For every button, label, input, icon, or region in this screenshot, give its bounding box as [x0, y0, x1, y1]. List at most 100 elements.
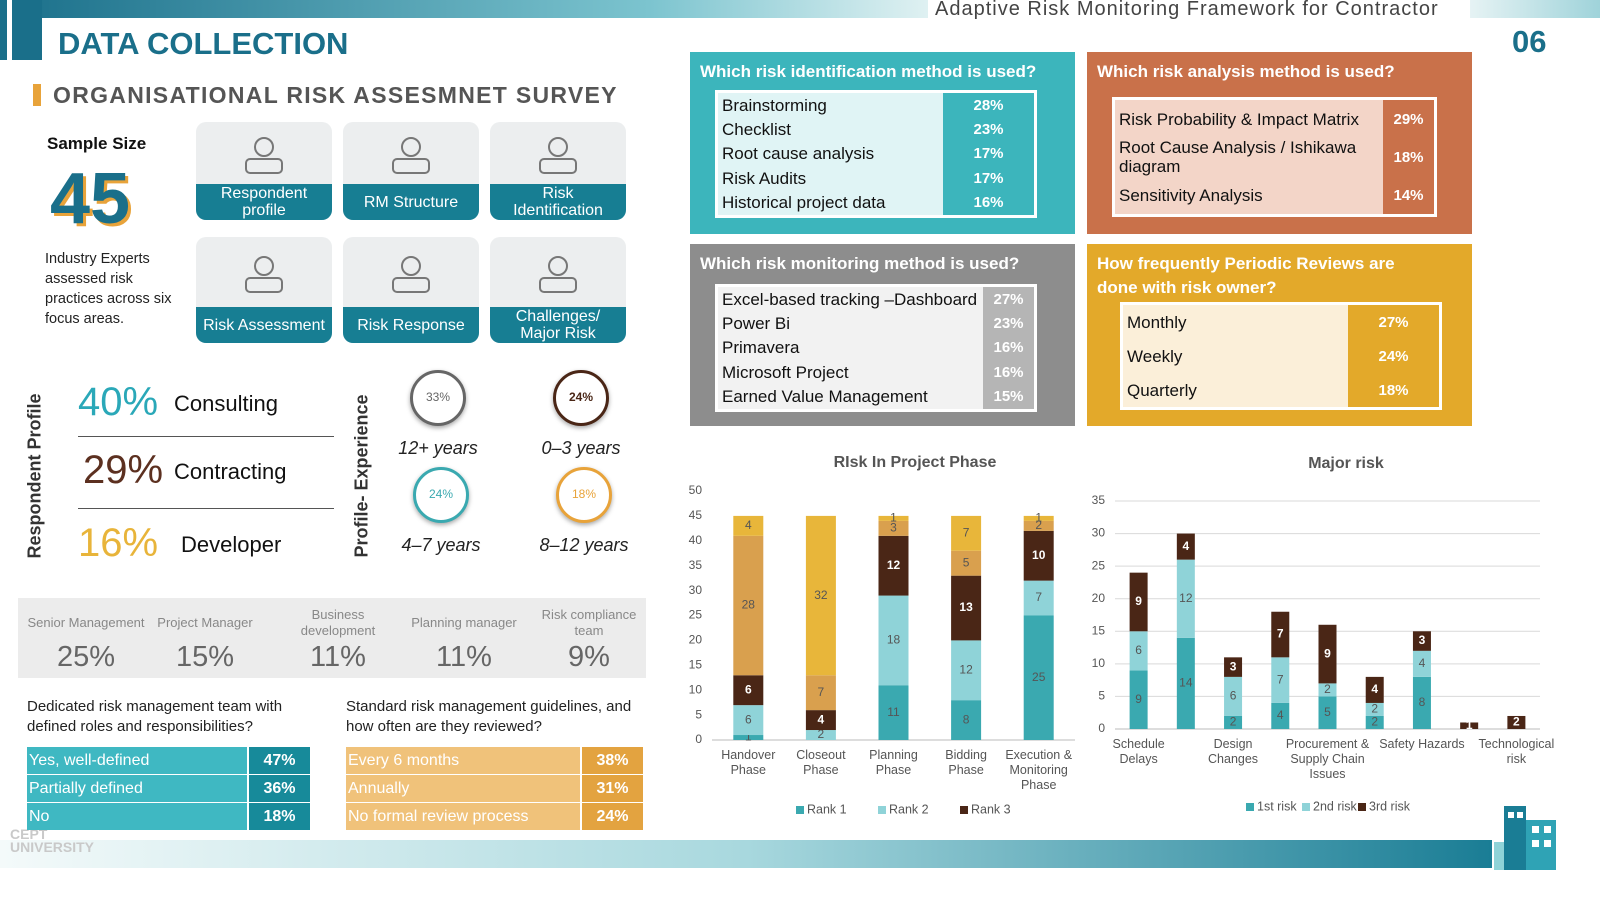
data-label: 4	[1371, 682, 1378, 696]
data-label: 8	[1419, 695, 1426, 709]
bar-segment	[1129, 670, 1148, 729]
legend-swatch	[796, 806, 804, 814]
role-percent: 15%	[175, 641, 235, 673]
data-label: 3	[1230, 659, 1237, 673]
bar-segment	[1224, 715, 1243, 729]
method-value: 16%	[983, 360, 1034, 385]
method-row: Historical project data 16%	[718, 190, 1034, 215]
bar-segment	[1412, 650, 1431, 677]
data-label: 4	[1419, 656, 1426, 670]
table-row: No formal review process 24%	[346, 803, 643, 830]
data-label: 9	[1135, 692, 1142, 706]
bar-segment	[951, 575, 982, 641]
bar-segment	[951, 700, 982, 740]
panel: Which risk identification method is used…	[690, 52, 1075, 234]
row-value: 47%	[247, 747, 310, 774]
legend-label: 2nd risk	[1313, 799, 1358, 813]
data-label: 28	[742, 598, 756, 612]
method-name: Quarterly	[1127, 380, 1197, 400]
method-row: Risk Probability & Impact Matrix 29%	[1115, 100, 1434, 138]
data-label: 2	[1371, 715, 1378, 729]
experience-years: 8–12 years	[539, 535, 629, 555]
x-tick-label: Handover Phase	[721, 748, 776, 777]
method-name: Microsoft Project	[722, 362, 849, 382]
data-label: 12	[959, 662, 973, 676]
table-row: Annually 31%	[346, 775, 643, 802]
y-tick-label: 35	[1092, 493, 1106, 507]
bar-segment	[1507, 715, 1526, 729]
bar-segment	[733, 515, 764, 536]
question: Standard risk management guidelines, and…	[346, 698, 632, 735]
bar-segment	[1365, 715, 1384, 729]
data-label: 6	[1135, 643, 1142, 657]
method-row: Checklist 23%	[718, 117, 1034, 142]
x-tick-label: Technological risk	[1478, 737, 1555, 766]
panel-table: Excel-based tracking –Dashboard 27% Power …	[715, 284, 1037, 412]
method-value: 15%	[983, 384, 1034, 409]
sep-line	[78, 436, 334, 437]
doc-title: Adaptive Risk Monitoring Framework for C…	[935, 0, 1439, 20]
legend-swatch	[1358, 803, 1366, 811]
legend-label: Rank 3	[971, 802, 1011, 816]
panel-title: How frequently Periodic Reviews are done…	[1097, 254, 1395, 297]
x-tick-label: Safety Hazards	[1379, 737, 1465, 751]
table-row: Every 6 months 38%	[346, 747, 643, 774]
row-label: No formal review process	[348, 808, 529, 825]
subtitle-marker	[33, 84, 41, 106]
data-label: 6	[1230, 689, 1237, 703]
legend-swatch	[1302, 803, 1310, 811]
method-value: 27%	[983, 287, 1034, 312]
y-tick-label: 0	[695, 732, 702, 746]
method-row: Weekly 24%	[1123, 339, 1439, 373]
bar-segment	[733, 675, 764, 706]
top-band	[0, 0, 928, 18]
bar-segment	[1023, 515, 1054, 521]
method-value: 18%	[1348, 373, 1439, 407]
method-value: 14%	[1383, 176, 1434, 214]
data-label: 6	[745, 682, 752, 696]
legend-label: 1st risk	[1257, 799, 1297, 813]
profile-name: Contracting	[174, 459, 287, 484]
y-tick-label: 10	[1092, 656, 1106, 670]
panel: How frequently Periodic Reviews are done…	[1087, 244, 1472, 426]
method-row: Earned Value Management 15%	[718, 384, 1034, 409]
role-percent: 11%	[310, 641, 366, 673]
table-row: Partially defined 36%	[27, 775, 310, 802]
method-name: Primavera	[722, 338, 800, 358]
bar-segment	[1176, 533, 1195, 560]
focus-icon	[392, 137, 430, 174]
bar-segment	[1271, 657, 1290, 703]
method-name: Weekly	[1127, 346, 1183, 366]
row-value: 18%	[247, 803, 310, 830]
method-value: 23%	[983, 311, 1034, 336]
panel: Which risk monitoring method is used? Exc…	[690, 244, 1075, 426]
bar-segment	[1365, 676, 1384, 703]
data-label: 1	[890, 511, 897, 525]
y-tick-label: 10	[689, 682, 703, 696]
focus-icon	[539, 256, 577, 293]
data-label: 7	[963, 526, 970, 540]
row-value: 38%	[580, 747, 643, 774]
top-band-right	[1470, 0, 1600, 18]
method-row: Microsoft Project 16%	[718, 360, 1034, 385]
y-tick-label: 20	[1092, 591, 1106, 605]
experience-percent: 24%	[568, 390, 594, 404]
method-row: Monthly 27%	[1123, 305, 1439, 339]
method-row: Primavera 16%	[718, 335, 1034, 361]
method-name: Brainstorming	[722, 95, 827, 115]
logo: CEPT UNIVERSITY	[10, 826, 95, 855]
data-label: 4	[745, 518, 752, 532]
y-tick-label: 15	[1092, 623, 1106, 637]
focus-icon	[245, 256, 283, 293]
row-label: No	[29, 808, 50, 825]
y-tick-label: 50	[689, 483, 703, 497]
data-label: 7	[818, 685, 825, 699]
y-tick-label: 45	[689, 508, 703, 522]
question: Dedicated risk management team with defi…	[27, 698, 283, 735]
data-label: 2	[818, 727, 825, 741]
data-label: 12	[887, 558, 901, 572]
bar-segment	[733, 705, 764, 736]
bar-segment	[1412, 676, 1431, 729]
x-tick-label: Execution & Monitoring Phase	[1005, 748, 1073, 792]
